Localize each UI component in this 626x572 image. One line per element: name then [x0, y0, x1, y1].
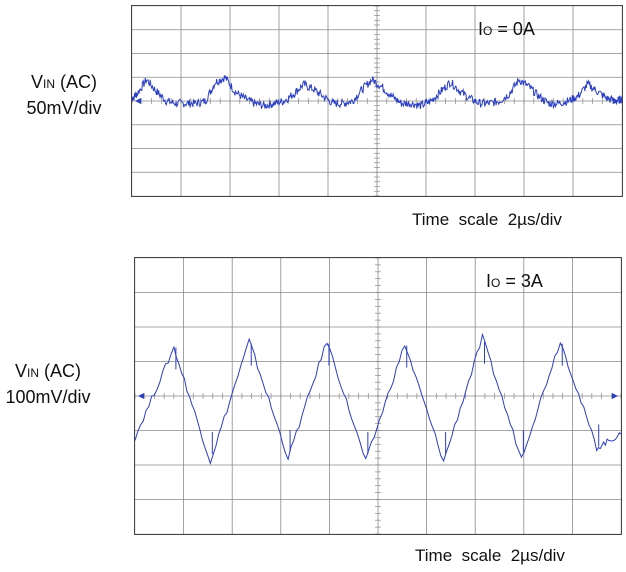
bottom-scope-plot	[134, 257, 622, 535]
top-scope-plot	[131, 5, 623, 197]
top-ylabel-scale: 50mV/div	[26, 98, 102, 118]
bottom-current-annotation: IO = 3A	[486, 271, 543, 291]
bottom-scope-screen: IO = 3A	[134, 257, 622, 535]
top-scope-screen: IO = 0A	[131, 5, 623, 197]
bottom-ylabel-scale: 100mV/div	[5, 387, 91, 407]
bottom-ylabel: VIN (AC) 100mV/div	[0, 359, 112, 409]
ground-marker-right	[613, 98, 619, 104]
scope-frame	[131, 5, 623, 197]
series-trace	[131, 74, 623, 110]
ground-marker-right	[612, 393, 618, 399]
bottom-time-scale: Time scale 2µs/div	[415, 546, 565, 565]
top-current-annotation: IO = 0A	[478, 19, 535, 39]
scope-frame	[134, 257, 622, 535]
top-ylabel: VIN (AC) 50mV/div	[8, 70, 120, 120]
top-ylabel-signal: VIN (AC)	[30, 72, 97, 92]
ground-marker-left	[138, 393, 144, 399]
ground-marker-left	[135, 98, 141, 104]
top-time-scale: Time scale 2µs/div	[412, 210, 562, 229]
series-trace	[134, 332, 622, 466]
bottom-ylabel-signal: VIN (AC)	[14, 361, 81, 381]
